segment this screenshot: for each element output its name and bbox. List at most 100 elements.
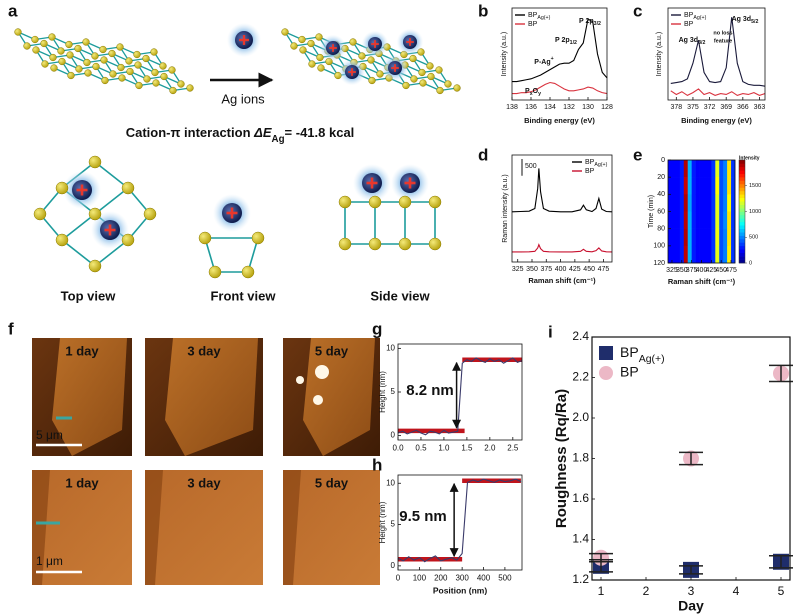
annotation: Ag 3d5/2 xyxy=(732,16,759,26)
heatmap-cell xyxy=(723,177,728,195)
heatmap-cell xyxy=(723,194,728,212)
atom xyxy=(83,58,91,67)
panel-label: e xyxy=(633,145,642,164)
bond xyxy=(94,161,129,189)
atom xyxy=(435,66,443,74)
x-tick-label: 325 xyxy=(512,266,524,273)
plot-frame xyxy=(397,474,523,571)
x-tick-label: 132 xyxy=(563,104,575,111)
heatmap-cell xyxy=(691,160,696,178)
atom xyxy=(32,46,40,54)
data-line xyxy=(512,81,608,95)
heatmap-cell xyxy=(715,245,720,264)
afm-time-label: 3 day xyxy=(187,475,221,490)
x-tick-label: 500 xyxy=(498,573,512,582)
annotation-part: + xyxy=(551,56,554,62)
heatmap-cell xyxy=(699,228,704,247)
error-bar xyxy=(769,554,793,569)
plot-frame xyxy=(511,7,608,101)
heatmap-cell xyxy=(691,245,696,264)
atom xyxy=(398,195,412,209)
heatmap-cell xyxy=(699,211,704,229)
bond xyxy=(94,239,129,267)
arrow-label: Ag ions xyxy=(221,91,265,106)
annotation-part: 1/2 xyxy=(570,40,577,46)
y-tick-label: 5 xyxy=(391,387,396,396)
atom xyxy=(88,259,102,273)
y-tick-label: 1.4 xyxy=(572,532,589,546)
atom xyxy=(133,50,141,59)
atom xyxy=(307,39,315,48)
y-tick-label: 1.2 xyxy=(572,572,589,586)
data-line xyxy=(670,88,766,97)
ion-charge xyxy=(370,177,374,189)
atom xyxy=(427,72,435,81)
legend-label-part: BP xyxy=(684,12,694,19)
atom xyxy=(33,207,47,221)
atom xyxy=(308,60,316,68)
atom xyxy=(453,84,461,92)
atom xyxy=(88,207,102,221)
colorbar-segment xyxy=(739,201,745,205)
panel-label: a xyxy=(8,1,18,20)
atom xyxy=(410,75,418,83)
atom xyxy=(409,54,417,63)
annotation: feature xyxy=(714,38,732,44)
annotation-part: 3/2 xyxy=(594,21,601,27)
atom xyxy=(428,195,442,209)
annotation-part: y xyxy=(538,91,541,97)
heatmap-cell xyxy=(683,177,689,195)
heatmap-cell xyxy=(675,160,681,178)
heatmap-cell xyxy=(683,228,689,247)
heatmap-cell xyxy=(671,228,677,247)
x-tick-label: 400 xyxy=(477,573,491,582)
annotation: P 2p1/2 xyxy=(555,37,577,47)
colorbar-segment xyxy=(739,252,745,257)
scale-bar-label: 1 μm xyxy=(36,554,63,568)
atom xyxy=(368,237,382,251)
interaction-label-part: Cation-π interaction xyxy=(126,125,254,140)
x-tick-label: 1.5 xyxy=(461,443,473,452)
colorbar-segment xyxy=(739,190,745,195)
atom xyxy=(58,57,66,66)
atom xyxy=(65,40,73,49)
annotation-part: P-Ag xyxy=(534,59,550,66)
x-tick-label: 350 xyxy=(526,266,538,273)
heatmap-cell xyxy=(687,160,692,178)
heatmap-cell xyxy=(687,228,692,247)
x-tick-label: 130 xyxy=(582,104,594,111)
x-tick-label: 366 xyxy=(737,104,749,111)
bond xyxy=(94,187,129,215)
heatmap-cell xyxy=(668,177,673,195)
atom xyxy=(428,237,442,251)
heatmap-cell xyxy=(723,245,728,264)
annotation-part: x xyxy=(530,91,533,97)
heatmap-cell xyxy=(699,194,704,212)
colorbar-segment xyxy=(739,187,745,192)
atom xyxy=(298,35,306,44)
colorbar-tick-label: 0 xyxy=(749,260,752,266)
afm-step xyxy=(32,470,50,585)
x-tick-label: 375 xyxy=(687,104,699,111)
y-axis-label: Height (nm) xyxy=(378,371,387,413)
atom xyxy=(23,42,31,50)
heatmap-cell xyxy=(675,245,681,264)
x-tick-label: 325 xyxy=(666,267,678,274)
atom xyxy=(66,51,74,59)
panel-label: f xyxy=(8,319,14,338)
annotation: P 2p3/2 xyxy=(579,18,601,28)
x-tick-label: 100 xyxy=(413,573,427,582)
atom xyxy=(55,233,69,247)
atom xyxy=(208,265,222,279)
y-tick-label: 0 xyxy=(391,431,396,440)
colorbar-segment xyxy=(739,245,745,250)
heatmap-cell xyxy=(683,211,689,229)
atom xyxy=(75,65,83,73)
afm-time-label: 1 day xyxy=(65,475,99,490)
annotation: no loss xyxy=(713,30,732,36)
atom xyxy=(368,76,376,85)
data-line xyxy=(397,478,522,563)
afm-particle xyxy=(315,365,329,379)
heatmap-cell xyxy=(703,228,708,247)
